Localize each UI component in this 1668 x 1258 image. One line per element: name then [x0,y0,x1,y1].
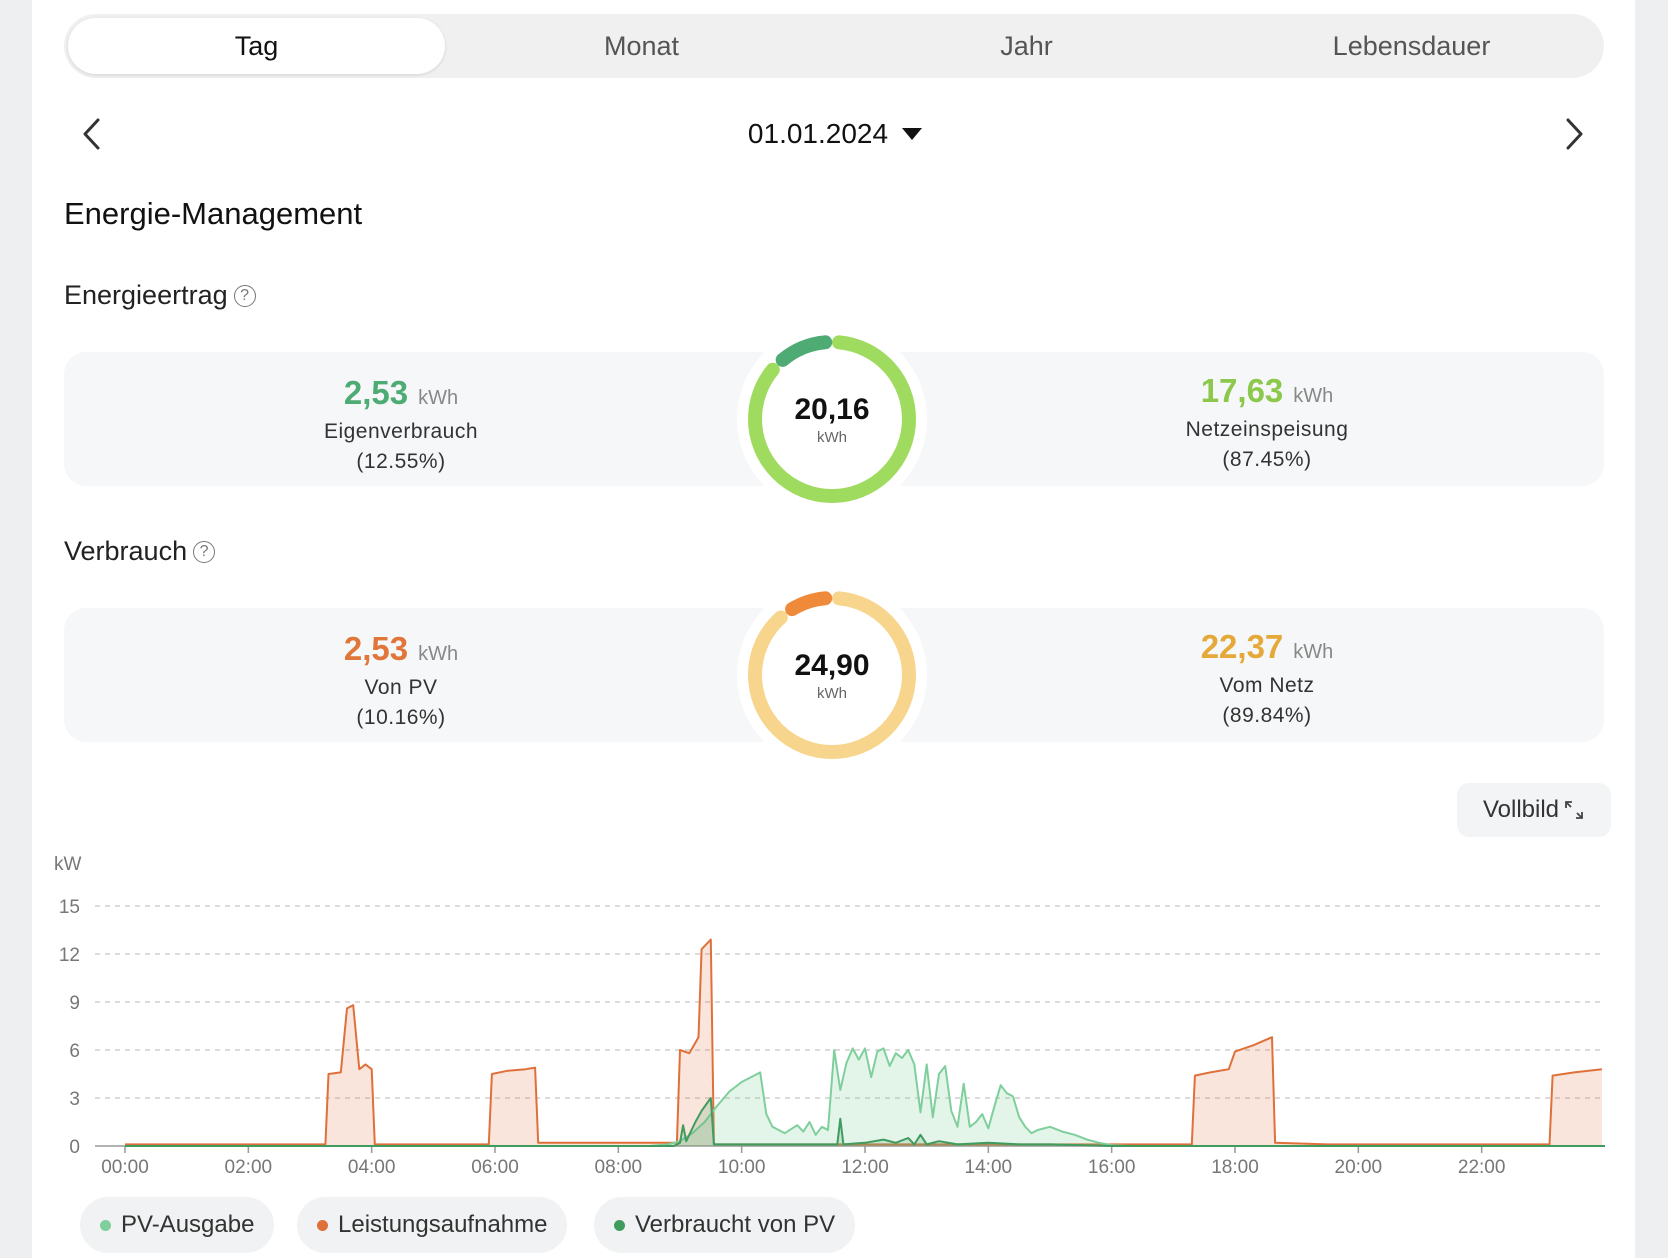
energieertrag-total-unit: kWh [817,428,847,446]
verbrauch-heading: Verbrauch ? [64,536,216,567]
eigenverbrauch-label: Eigenverbrauch [323,420,479,443]
y-tick-label: 9 [69,993,80,1014]
vom-netz-label: Vom Netz [1219,674,1315,697]
verbrauch-donut: 24,90 kWh [737,580,927,770]
help-icon[interactable]: ? [193,540,216,563]
x-tick-label: 20:00 [1335,1157,1383,1178]
energieertrag-donut: 20,16 kWh [737,324,927,514]
donut-primary-arc [748,335,916,503]
legend-verbraucht-von-pv[interactable]: Verbraucht von PV [594,1197,856,1253]
help-icon[interactable]: ? [233,284,256,307]
netzeinspeisung-label: Netzeinspeisung [1185,418,1349,441]
legend-pv-ausgabe[interactable]: PV-Ausgabe [80,1197,275,1253]
energieertrag-heading: Energieertrag ? [64,280,256,311]
x-tick-label: 02:00 [225,1157,273,1178]
energieertrag-donut-chart [748,335,916,503]
vom-netz-percent: (89.84%) [1222,704,1312,727]
energieertrag-label: Energieertrag [64,280,228,310]
vom-netz-stat: 22,37 kWh Vom Netz (89.84%) [1067,628,1467,728]
fullscreen-button[interactable]: Vollbild [1457,783,1611,837]
verbrauch-label: Verbrauch [64,536,188,566]
legend-dot [100,1219,111,1231]
page-title: Energie-Management [64,196,363,231]
y-tick-label: 6 [69,1041,80,1062]
legend-dot [317,1219,328,1231]
energieertrag-total-value: 20,16 [794,392,870,426]
x-tick-label: 10:00 [718,1157,766,1178]
x-tick-label: 06:00 [471,1157,519,1178]
von-pv-stat: 2,53 kWh Von PV (10.16%) [201,630,601,730]
y-tick-label: 12 [59,945,80,966]
previous-date-button[interactable] [72,112,112,156]
fullscreen-label: Vollbild [1482,796,1560,823]
legend-label: PV-Ausgabe [121,1211,255,1238]
donut-primary-arc [748,591,916,759]
tab-jahr[interactable]: Jahr [1000,30,1053,61]
x-tick-label: 22:00 [1458,1157,1506,1178]
netzeinspeisung-unit: kWh [1293,385,1334,407]
verbrauch-total-value: 24,90 [794,648,870,682]
tab-lebensdauer[interactable]: Lebensdauer [1332,30,1491,61]
legend-label: Leistungsaufnahme [338,1211,548,1238]
eigenverbrauch-unit: kWh [418,387,459,409]
verbrauch-donut-chart [748,591,916,759]
von-pv-label: Von PV [364,676,438,699]
y-tick-label: 0 [69,1137,80,1158]
y-axis-unit: kW [54,854,82,875]
period-tabs: Tag Monat Jahr Lebensdauer [64,14,1604,78]
next-date-button[interactable] [1554,112,1594,156]
legend-leistungsaufnahme[interactable]: Leistungsaufnahme [297,1197,568,1253]
vom-netz-value: 22,37 [1200,628,1284,665]
legend-dot [614,1219,625,1231]
eigenverbrauch-percent: (12.55%) [356,450,446,473]
x-tick-label: 14:00 [965,1157,1013,1178]
x-tick-label: 00:00 [101,1157,149,1178]
date-label: 01.01.2024 [747,118,889,149]
verbrauch-total-unit: kWh [817,684,847,702]
vom-netz-unit: kWh [1293,641,1334,663]
von-pv-unit: kWh [418,643,459,665]
date-picker[interactable]: 01.01.2024 [700,112,970,156]
power-chart: kW 0 3 6 9 12 15 00:00 02:00 04:00 06:00 08:00 10:00… [54,854,1605,1178]
series-line-2 [125,1097,1605,1147]
von-pv-value: 2,53 [343,630,409,667]
netzeinspeisung-percent: (87.45%) [1222,448,1312,471]
series-area-1 [125,939,1602,1146]
von-pv-percent: (10.16%) [356,706,446,729]
y-tick-label: 3 [69,1089,80,1110]
x-tick-label: 18:00 [1211,1157,1259,1178]
x-tick-label: 08:00 [595,1157,643,1178]
x-tick-label: 16:00 [1088,1157,1136,1178]
x-tick-label: 12:00 [841,1157,889,1178]
tab-monat[interactable]: Monat [603,30,680,61]
netzeinspeisung-value: 17,63 [1200,372,1284,409]
chevron-left-icon [83,118,100,150]
y-tick-label: 15 [59,897,80,918]
series-area-0 [125,1048,1605,1146]
caret-down-icon [902,128,923,140]
tab-tag[interactable]: Tag [68,18,445,74]
eigenverbrauch-value: 2,53 [343,374,409,411]
x-tick-label: 04:00 [348,1157,396,1178]
expand-icon [1565,801,1583,819]
series-line-0 [125,1047,1605,1147]
eigenverbrauch-stat: 2,53 kWh Eigenverbrauch (12.55%) [201,374,601,474]
legend-label: Verbraucht von PV [635,1211,836,1238]
netzeinspeisung-stat: 17,63 kWh Netzeinspeisung (87.45%) [1067,372,1467,472]
chevron-right-icon [1566,118,1583,150]
series-line-1 [125,938,1603,1146]
